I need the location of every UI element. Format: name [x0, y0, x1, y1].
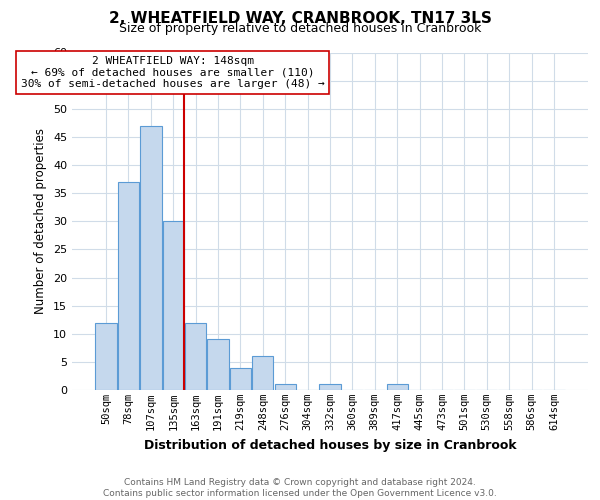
Bar — [140, 126, 161, 390]
Text: 2, WHEATFIELD WAY, CRANBROOK, TN17 3LS: 2, WHEATFIELD WAY, CRANBROOK, TN17 3LS — [109, 11, 491, 26]
X-axis label: Distribution of detached houses by size in Cranbrook: Distribution of detached houses by size … — [143, 438, 517, 452]
Bar — [275, 384, 296, 390]
Bar — [163, 221, 184, 390]
Bar — [118, 182, 139, 390]
Bar — [95, 322, 117, 390]
Bar — [319, 384, 341, 390]
Bar — [185, 322, 206, 390]
Y-axis label: Number of detached properties: Number of detached properties — [34, 128, 47, 314]
Bar — [252, 356, 274, 390]
Text: 2 WHEATFIELD WAY: 148sqm
← 69% of detached houses are smaller (110)
30% of semi-: 2 WHEATFIELD WAY: 148sqm ← 69% of detach… — [21, 56, 325, 89]
Text: Size of property relative to detached houses in Cranbrook: Size of property relative to detached ho… — [119, 22, 481, 35]
Bar — [230, 368, 251, 390]
Text: Contains HM Land Registry data © Crown copyright and database right 2024.
Contai: Contains HM Land Registry data © Crown c… — [103, 478, 497, 498]
Bar — [208, 340, 229, 390]
Bar — [386, 384, 408, 390]
